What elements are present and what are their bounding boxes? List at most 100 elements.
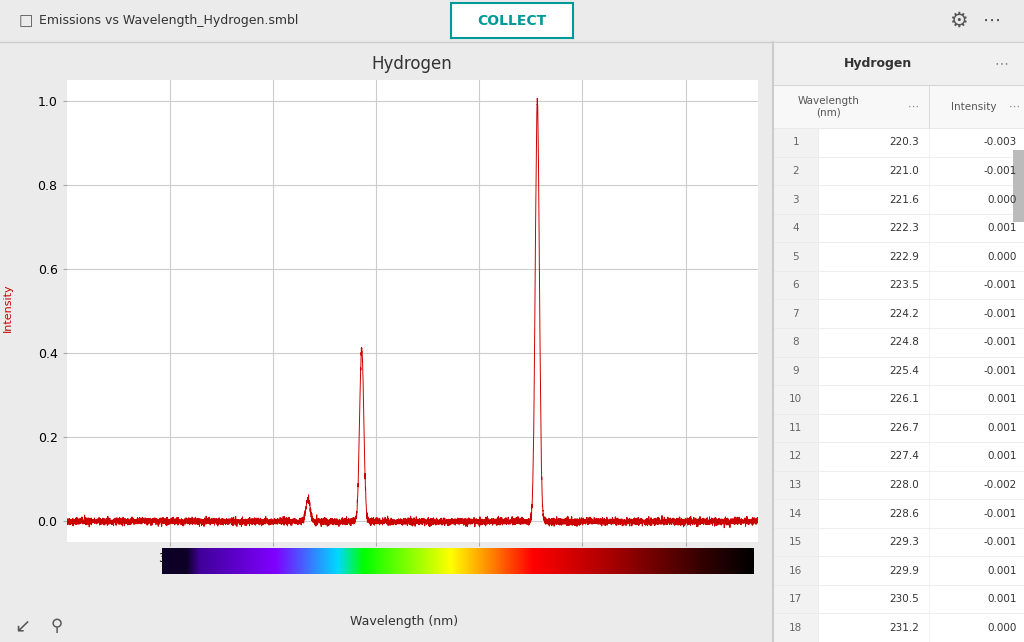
Text: -0.003: -0.003 — [983, 137, 1017, 148]
Bar — [773, 528, 818, 557]
Bar — [773, 157, 1024, 186]
Text: 229.3: 229.3 — [889, 537, 919, 547]
Text: ⚙: ⚙ — [949, 11, 968, 31]
Text: 0.001: 0.001 — [987, 223, 1017, 233]
Bar — [773, 214, 818, 242]
Text: 226.1: 226.1 — [889, 394, 919, 404]
Bar — [773, 413, 1024, 442]
Text: 0.000: 0.000 — [987, 623, 1017, 633]
Text: Wavelength (nm): Wavelength (nm) — [350, 615, 459, 628]
Text: 0.000: 0.000 — [987, 252, 1017, 262]
Bar — [773, 471, 818, 499]
Bar — [1013, 150, 1024, 222]
Text: 0.001: 0.001 — [987, 423, 1017, 433]
Text: 13: 13 — [790, 480, 803, 490]
Text: 14: 14 — [790, 508, 803, 519]
Text: Emissions vs Wavelength_Hydrogen.smbl: Emissions vs Wavelength_Hydrogen.smbl — [39, 14, 298, 28]
Text: 4: 4 — [793, 223, 799, 233]
Text: 11: 11 — [790, 423, 803, 433]
Text: 222.9: 222.9 — [889, 252, 919, 262]
Bar — [773, 157, 818, 186]
Bar — [773, 614, 818, 642]
Text: 220.3: 220.3 — [889, 137, 919, 148]
Text: 225.4: 225.4 — [889, 366, 919, 376]
Text: 1: 1 — [793, 137, 799, 148]
Text: □: □ — [18, 13, 33, 28]
Text: ↙: ↙ — [14, 616, 31, 636]
Bar — [773, 299, 1024, 328]
Text: 3: 3 — [793, 195, 799, 205]
Text: 224.2: 224.2 — [889, 309, 919, 318]
Bar — [773, 356, 1024, 385]
Bar — [773, 271, 1024, 299]
Text: Wavelength
(nm): Wavelength (nm) — [798, 96, 859, 117]
Bar — [773, 242, 1024, 271]
Bar — [773, 128, 1024, 157]
Text: 229.9: 229.9 — [889, 566, 919, 576]
Text: 230.5: 230.5 — [889, 594, 919, 604]
Bar — [773, 186, 1024, 214]
Text: 16: 16 — [790, 566, 803, 576]
Text: 10: 10 — [790, 394, 802, 404]
Text: 222.3: 222.3 — [889, 223, 919, 233]
Text: 12: 12 — [790, 451, 803, 462]
Bar — [773, 214, 1024, 242]
Bar — [773, 356, 818, 385]
Title: Hydrogen: Hydrogen — [372, 55, 453, 73]
Text: 17: 17 — [790, 594, 803, 604]
Text: 228.0: 228.0 — [889, 480, 919, 490]
Bar — [773, 442, 818, 471]
Text: ⋯: ⋯ — [983, 12, 1001, 30]
Text: -0.002: -0.002 — [983, 480, 1017, 490]
Text: -0.001: -0.001 — [983, 366, 1017, 376]
Text: 221.0: 221.0 — [889, 166, 919, 176]
Text: 227.4: 227.4 — [889, 451, 919, 462]
Text: -0.001: -0.001 — [983, 280, 1017, 290]
Text: Intensity: Intensity — [951, 101, 996, 112]
Text: 0.001: 0.001 — [987, 451, 1017, 462]
Bar — [773, 471, 1024, 499]
Bar — [773, 499, 1024, 528]
Text: -0.001: -0.001 — [983, 309, 1017, 318]
Bar — [773, 328, 818, 356]
Bar — [773, 528, 1024, 557]
Text: 223.5: 223.5 — [889, 280, 919, 290]
Text: 7: 7 — [793, 309, 799, 318]
Bar — [773, 85, 1024, 128]
Bar — [773, 385, 818, 413]
Bar — [773, 271, 818, 299]
Bar — [773, 557, 1024, 585]
Bar — [773, 385, 1024, 413]
Bar — [773, 328, 1024, 356]
Text: 0.001: 0.001 — [987, 566, 1017, 576]
Text: 224.8: 224.8 — [889, 337, 919, 347]
Text: Intensity: Intensity — [3, 284, 13, 333]
Bar — [773, 42, 1024, 85]
Text: 6: 6 — [793, 280, 799, 290]
Bar — [773, 128, 818, 157]
Bar — [773, 442, 1024, 471]
Text: 18: 18 — [790, 623, 803, 633]
Bar — [773, 614, 1024, 642]
Text: 9: 9 — [793, 366, 799, 376]
Text: 226.7: 226.7 — [889, 423, 919, 433]
Bar — [773, 585, 1024, 614]
Text: -0.001: -0.001 — [983, 537, 1017, 547]
Text: ⋯: ⋯ — [908, 101, 920, 112]
Text: 15: 15 — [790, 537, 803, 547]
Text: ⚲: ⚲ — [50, 617, 62, 635]
Text: 0.000: 0.000 — [987, 195, 1017, 205]
Text: -0.001: -0.001 — [983, 166, 1017, 176]
Text: 228.6: 228.6 — [889, 508, 919, 519]
Text: -0.001: -0.001 — [983, 508, 1017, 519]
Text: ⋯: ⋯ — [1009, 101, 1020, 112]
Text: 2: 2 — [793, 166, 799, 176]
Text: Hydrogen: Hydrogen — [845, 57, 912, 70]
Text: 231.2: 231.2 — [889, 623, 919, 633]
Text: 5: 5 — [793, 252, 799, 262]
Bar — [773, 299, 818, 328]
Text: 8: 8 — [793, 337, 799, 347]
Bar — [773, 242, 818, 271]
Text: 221.6: 221.6 — [889, 195, 919, 205]
Text: -0.001: -0.001 — [983, 337, 1017, 347]
